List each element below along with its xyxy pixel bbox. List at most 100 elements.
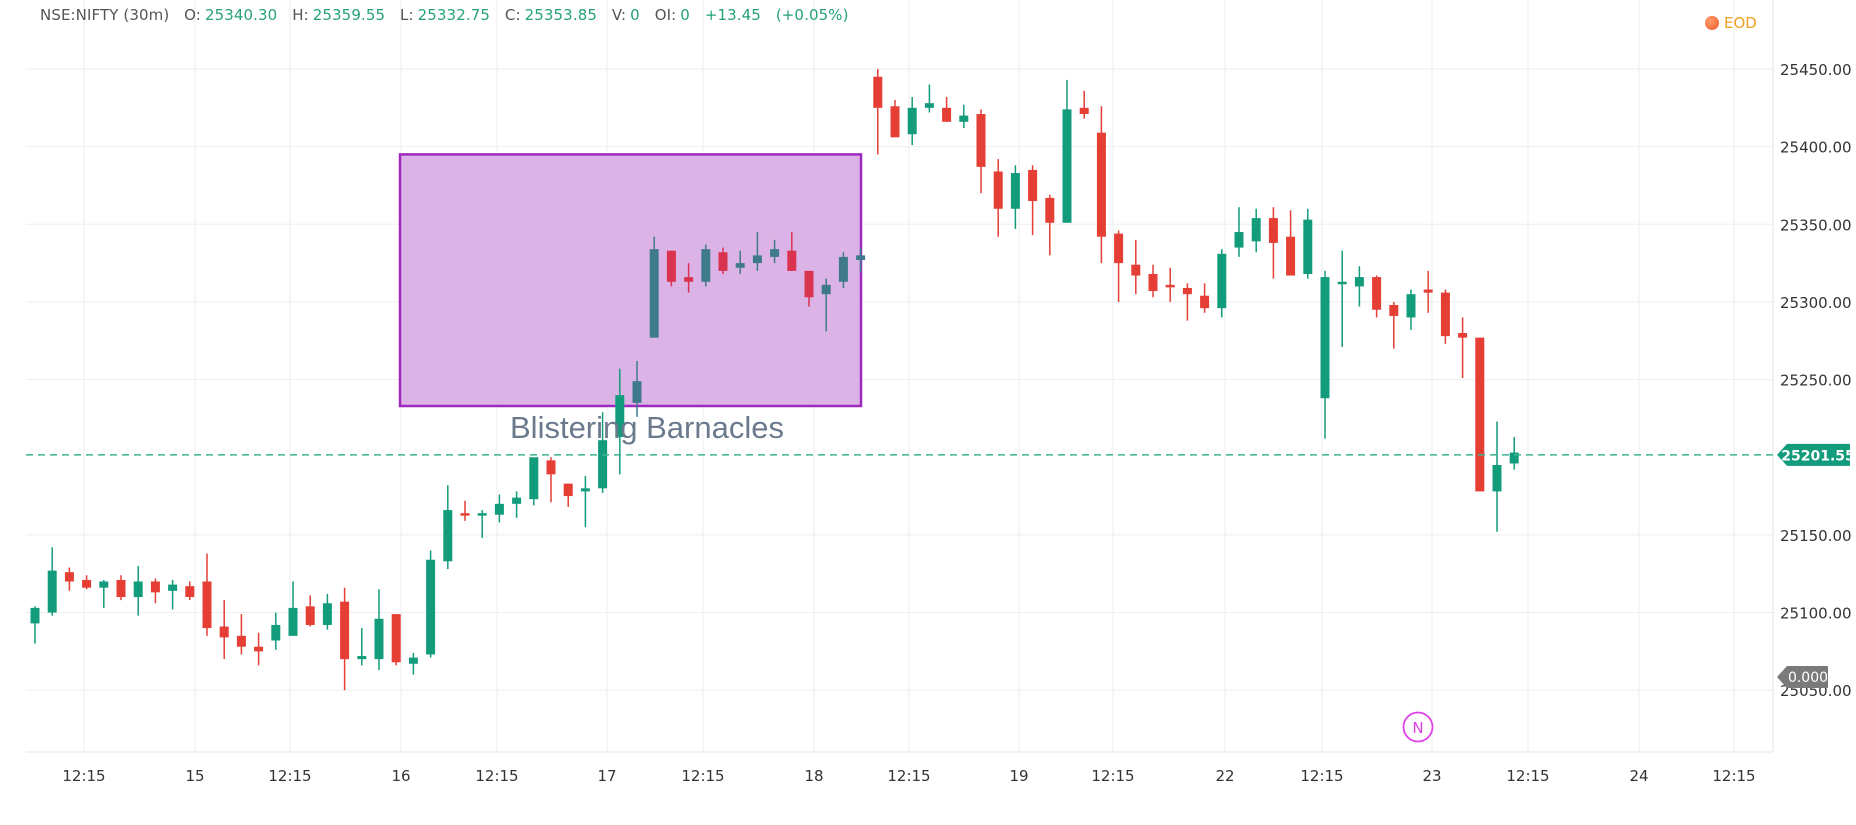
- highlight-rectangle[interactable]: [398, 153, 863, 408]
- candle-body: [305, 606, 315, 625]
- eod-status[interactable]: EOD: [1705, 14, 1757, 32]
- candle: [752, 232, 762, 271]
- y-tick-label: 25250.00: [1780, 372, 1852, 390]
- candle-body: [546, 460, 556, 475]
- candle-body: [1045, 197, 1055, 223]
- candle-body: [1440, 292, 1450, 337]
- candle: [1337, 250, 1347, 347]
- candle: [1440, 289, 1450, 344]
- news-marker[interactable]: N: [1402, 711, 1434, 743]
- close-value: 25353.85: [524, 6, 597, 24]
- candle: [460, 500, 470, 521]
- low-value: 25332.75: [417, 6, 490, 24]
- candle-body: [1234, 232, 1244, 248]
- candle-body: [1337, 281, 1347, 285]
- candle: [1028, 165, 1038, 236]
- candle-body: [408, 657, 418, 664]
- candle-body: [512, 497, 522, 504]
- candle-body: [976, 114, 986, 167]
- indicator-value-tag: [1777, 666, 1828, 688]
- open-label: O:: [184, 6, 201, 24]
- candle-body: [1062, 109, 1072, 223]
- candle-body: [701, 249, 711, 282]
- news-marker-letter: N: [1412, 719, 1423, 737]
- candle: [1303, 208, 1313, 279]
- x-tick-label: 23: [1422, 767, 1441, 785]
- candle-body: [907, 107, 917, 135]
- candle-body: [1423, 289, 1433, 293]
- candle-body: [271, 624, 281, 641]
- candle: [787, 232, 797, 271]
- candle-body: [1131, 264, 1141, 276]
- x-tick-label: 12:15: [681, 767, 724, 785]
- candle-body: [942, 107, 952, 122]
- y-tick-label: 25150.00: [1780, 527, 1852, 545]
- candle-body: [374, 618, 384, 660]
- candle: [99, 579, 109, 608]
- candle-body: [890, 106, 900, 138]
- candles: [30, 69, 1519, 691]
- candle: [563, 483, 573, 507]
- candle-body: [770, 249, 780, 257]
- candle: [529, 457, 539, 506]
- candle: [477, 510, 487, 539]
- candle-body: [1200, 295, 1210, 309]
- candle: [666, 250, 676, 287]
- candle-body: [116, 579, 126, 598]
- candle: [1096, 106, 1106, 264]
- candle-body: [1354, 277, 1364, 287]
- candle: [1114, 230, 1124, 302]
- candle-body: [219, 626, 229, 638]
- candle-body: [1217, 253, 1227, 309]
- candle: [1372, 275, 1382, 318]
- candle-body: [1320, 277, 1330, 399]
- candle: [684, 263, 694, 293]
- candle-body: [168, 584, 178, 591]
- candle-body: [254, 646, 264, 652]
- candle-body: [99, 581, 109, 588]
- candle-body: [1475, 337, 1485, 492]
- y-tick-label: 25350.00: [1780, 216, 1852, 234]
- candle-body: [460, 513, 470, 516]
- candle: [47, 547, 57, 616]
- candle-body: [47, 570, 57, 613]
- candle-body: [924, 103, 934, 108]
- candle-body: [1372, 277, 1382, 310]
- y-tick-label: 25300.00: [1780, 294, 1852, 312]
- candle-body: [340, 601, 350, 660]
- x-tick-label: 12:15: [1712, 767, 1755, 785]
- candle: [512, 491, 522, 518]
- candle: [340, 587, 350, 691]
- chart-annotation-text[interactable]: Blistering Barnacles: [510, 410, 784, 445]
- candle: [82, 575, 92, 590]
- candle-body: [357, 656, 367, 660]
- candle-body: [804, 270, 814, 298]
- candle-body: [1028, 169, 1038, 202]
- candle: [924, 84, 934, 113]
- candle: [1475, 337, 1485, 492]
- candle: [64, 567, 74, 591]
- candle-body: [735, 263, 745, 268]
- candle-body: [1389, 305, 1399, 316]
- candle: [322, 593, 332, 630]
- candle: [804, 270, 814, 307]
- candle-body: [615, 395, 625, 438]
- candle: [219, 600, 229, 660]
- candle-body: [838, 256, 848, 282]
- candle-body: [288, 607, 298, 636]
- high-value: 25359.55: [312, 6, 386, 24]
- x-tick-label: 24: [1629, 767, 1648, 785]
- candle: [133, 565, 143, 616]
- candle: [890, 100, 900, 138]
- candle: [701, 244, 711, 287]
- candle-body: [1010, 173, 1020, 209]
- candle: [993, 159, 1003, 237]
- candle-body: [632, 381, 642, 403]
- price-tags: 25201.55 0.000: [1777, 443, 1855, 688]
- candle: [254, 632, 264, 666]
- candle: [357, 628, 367, 666]
- low-label: L:: [400, 6, 414, 24]
- candle-body: [993, 171, 1003, 209]
- candle: [580, 475, 590, 528]
